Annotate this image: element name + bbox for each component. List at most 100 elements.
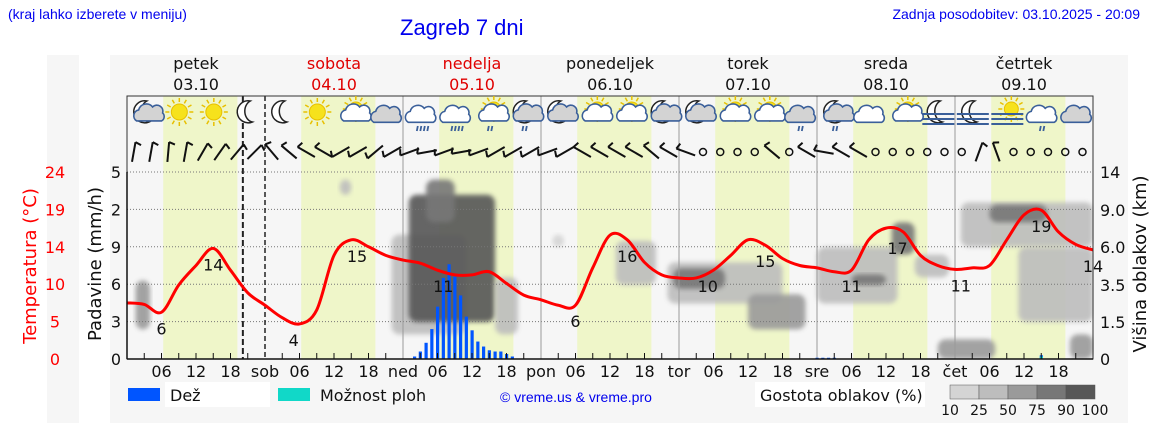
weather-icon-cloud-drizzle-white — [1025, 104, 1058, 132]
wind-barb-tick — [607, 142, 614, 148]
sun-ray — [218, 120, 222, 125]
sun-ray — [915, 101, 920, 106]
precipitation-tick: 5 — [111, 163, 121, 182]
wind-calm-icon — [923, 147, 932, 157]
density-scale-label: 25 — [970, 403, 988, 419]
wind-barb-shaft — [642, 144, 660, 160]
rain-drop-icon — [453, 125, 457, 132]
wind-barb-tick — [502, 150, 506, 158]
wind-barb-tick — [416, 147, 420, 154]
day-date: 06.10 — [587, 75, 633, 94]
wind-calm-icon — [957, 147, 966, 157]
wind-barb-tick — [186, 141, 194, 147]
rain-bar — [413, 356, 417, 359]
wind-barb-shaft — [659, 146, 678, 158]
density-scale-label: 75 — [1028, 403, 1046, 419]
rain-drop-icon — [450, 125, 454, 132]
sun-icon — [303, 98, 332, 126]
precipitation-tick: 0 — [111, 350, 121, 369]
wind-calm-icon — [888, 147, 897, 157]
day-name: nedelja — [443, 54, 502, 73]
hour-tick-label: 06 — [289, 362, 309, 381]
wind-barb-shaft — [297, 146, 316, 158]
density-scale-label: 10 — [941, 403, 959, 419]
wind-barb-tick — [624, 142, 631, 148]
cloud-icon — [685, 103, 717, 122]
sun-disc — [170, 103, 188, 121]
weather-icon-moon-cloud — [546, 100, 579, 124]
showers-legend-swatch — [278, 388, 310, 401]
cloud-icon — [784, 104, 817, 124]
wind-barb-tick — [242, 143, 248, 151]
temperature-label: 4 — [289, 331, 299, 350]
rain-legend-label: Dež — [170, 386, 201, 405]
rain-drop-icon — [831, 125, 835, 132]
weather-icon-moon-fog — [956, 100, 989, 125]
wind-barb-shaft — [331, 146, 350, 158]
sun-ray — [304, 116, 310, 120]
weather-icon-cloud — [1060, 104, 1093, 124]
cloud-height-tick: 14 — [1100, 163, 1120, 182]
hour-tick-label: 18 — [1048, 362, 1068, 381]
density-legend-label: Gostota oblakov (%) — [760, 386, 923, 405]
sun-icon — [165, 98, 194, 126]
temperature-label: 15 — [347, 247, 367, 266]
temperature-label: 14 — [203, 255, 223, 274]
temperature-label: 17 — [887, 239, 907, 258]
hour-tick-label: 06 — [565, 362, 585, 381]
wind-barb-shaft — [348, 146, 368, 158]
sun-ray — [482, 101, 487, 106]
sun-ray — [1015, 97, 1019, 102]
wind-barb-shaft — [166, 141, 171, 163]
temperature-label: 15 — [755, 252, 775, 271]
sun-ray — [896, 101, 901, 106]
temperature-tick: 14 — [45, 238, 65, 257]
rain-bar — [470, 330, 474, 359]
wind-calm-icon — [871, 147, 880, 157]
moon-icon — [236, 100, 255, 124]
wind-barb-tick — [992, 141, 1000, 144]
sun-ray — [166, 116, 172, 120]
legend-bg — [755, 382, 925, 407]
cloud-density-blob — [937, 339, 996, 359]
wind-barb-tick — [296, 142, 303, 148]
sun-ray — [639, 101, 644, 106]
weather-icon-sun — [165, 98, 194, 126]
wind-barb-tick — [675, 143, 682, 150]
sun-ray — [348, 97, 352, 102]
rain-drop-icon — [835, 125, 839, 132]
day-name: četrtek — [996, 54, 1054, 73]
wind-barb-shaft — [590, 146, 609, 158]
density-scale-swatch — [1036, 384, 1067, 400]
sun-ray — [590, 97, 594, 102]
hour-tick-label: 12 — [324, 362, 344, 381]
weather-icon-sun-cloud — [581, 96, 614, 122]
wind-barb-shaft — [213, 143, 227, 161]
sun-ray — [201, 116, 206, 120]
wind-barb-shaft — [416, 149, 438, 155]
day-date: 09.10 — [1001, 75, 1047, 94]
cloud-density-blob — [339, 179, 352, 195]
temperature-label: 6 — [570, 312, 580, 331]
wind-barb-icon — [433, 147, 454, 157]
hour-tick-label: 06 — [151, 362, 171, 381]
wind-barb-tick — [981, 141, 988, 148]
wind-barb-icon — [502, 146, 523, 158]
wind-calm-icon — [1043, 147, 1053, 157]
wind-calm-icon — [785, 147, 794, 157]
wind-barb-tick — [763, 141, 771, 147]
hour-tick-label: 06 — [427, 362, 447, 381]
wind-barb-tick — [590, 142, 597, 148]
sun-ray — [742, 101, 747, 106]
wind-calm-icon — [733, 147, 742, 157]
wind-barb-shaft — [486, 146, 506, 158]
wind-barb-shaft — [451, 149, 472, 155]
wind-calm-icon — [1078, 147, 1087, 157]
wind-barb-shaft — [434, 147, 454, 157]
weather-icon-sun-cloud — [719, 96, 752, 122]
wind-barb-tick — [207, 142, 213, 149]
precipitation-tick: 6 — [111, 275, 121, 294]
sun-icon — [199, 98, 228, 126]
wind-barb-tick — [554, 150, 558, 158]
